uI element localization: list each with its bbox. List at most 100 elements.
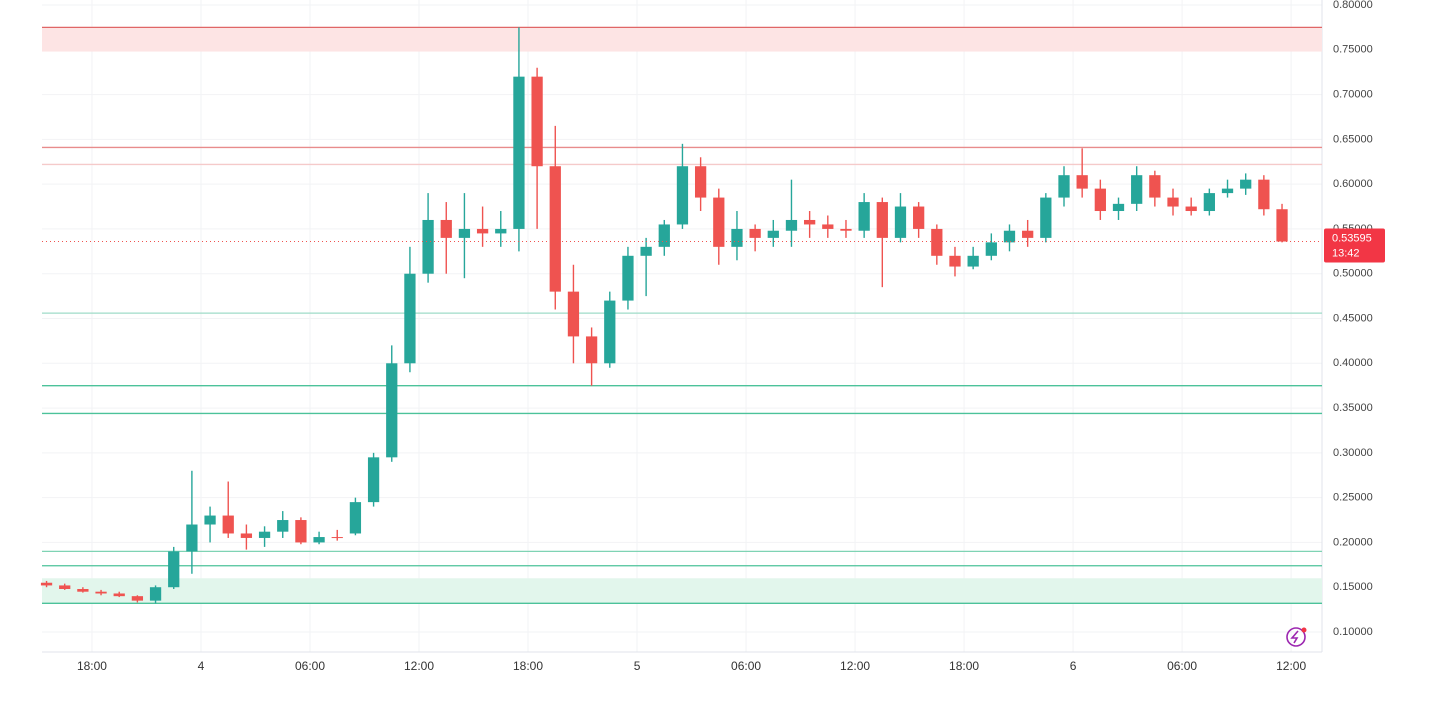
candle-body bbox=[1076, 175, 1088, 189]
candle-body bbox=[277, 520, 289, 532]
candle-body bbox=[258, 531, 271, 538]
candle-body bbox=[858, 202, 870, 231]
candle-body bbox=[95, 591, 107, 594]
candle-body bbox=[1022, 230, 1034, 238]
candle-body bbox=[640, 246, 652, 256]
candle-body bbox=[658, 224, 670, 247]
candle-body bbox=[240, 533, 253, 538]
x-tick-label: 06:00 bbox=[1167, 659, 1197, 673]
candle-body bbox=[131, 596, 144, 601]
candle-body bbox=[1185, 206, 1197, 212]
candle-body bbox=[985, 242, 997, 256]
candle-body bbox=[367, 457, 380, 503]
x-tick-label: 4 bbox=[198, 659, 205, 673]
x-tick-label: 18:00 bbox=[949, 659, 979, 673]
candle-body bbox=[313, 537, 325, 543]
logo-icon bbox=[1286, 627, 1307, 647]
candle-body bbox=[694, 166, 707, 198]
candle-body bbox=[186, 524, 198, 552]
candle-body bbox=[422, 219, 434, 274]
candle-body bbox=[495, 228, 507, 234]
candle-body bbox=[894, 206, 907, 238]
candle-body bbox=[931, 228, 943, 256]
candle-body bbox=[731, 228, 743, 247]
candle-body bbox=[149, 587, 162, 601]
candle-body bbox=[967, 255, 979, 267]
candle-body bbox=[549, 166, 561, 292]
candle-body bbox=[767, 230, 779, 238]
zone bbox=[42, 27, 1322, 52]
candle-body bbox=[204, 515, 216, 525]
candle-body bbox=[168, 551, 180, 588]
y-tick-label: 0.70000 bbox=[1333, 88, 1373, 100]
y-tick-label: 0.10000 bbox=[1333, 626, 1373, 638]
candle-body bbox=[113, 593, 125, 597]
candle-body bbox=[585, 336, 598, 364]
candle-body bbox=[840, 228, 852, 231]
last-price-box bbox=[1324, 228, 1385, 263]
candle-body bbox=[222, 515, 234, 534]
candle-body bbox=[1276, 209, 1288, 242]
x-tick-label: 18:00 bbox=[513, 659, 543, 673]
candle-body bbox=[785, 219, 798, 231]
candle-body bbox=[567, 291, 580, 337]
candle-body bbox=[1112, 203, 1125, 212]
y-tick-label: 0.25000 bbox=[1333, 492, 1373, 504]
x-tick-label: 06:00 bbox=[731, 659, 761, 673]
countdown-label: 13:42 bbox=[1332, 247, 1360, 259]
x-tick-label: 6 bbox=[1070, 659, 1077, 673]
candle-body bbox=[77, 589, 89, 592]
candle-body bbox=[476, 228, 489, 234]
x-tick-label: 5 bbox=[634, 659, 641, 673]
candle-body bbox=[331, 537, 343, 539]
x-tick-label: 12:00 bbox=[1276, 659, 1306, 673]
candle-body bbox=[1258, 179, 1270, 210]
candle-body bbox=[1240, 179, 1252, 189]
y-tick-label: 0.40000 bbox=[1333, 357, 1373, 369]
x-tick-label: 06:00 bbox=[295, 659, 325, 673]
candle-body bbox=[1149, 175, 1161, 198]
y-tick-label: 0.35000 bbox=[1333, 402, 1373, 414]
y-tick-label: 0.15000 bbox=[1333, 581, 1373, 593]
candle-body bbox=[1040, 197, 1052, 238]
candle-body bbox=[1203, 193, 1215, 212]
x-tick-label: 12:00 bbox=[404, 659, 434, 673]
x-tick-label: 12:00 bbox=[840, 659, 870, 673]
candle-body bbox=[1131, 175, 1143, 204]
candle-body bbox=[876, 202, 888, 238]
candle-body bbox=[349, 502, 362, 534]
candle-body bbox=[1058, 175, 1070, 198]
candle-body bbox=[949, 255, 961, 267]
candle-body bbox=[1003, 230, 1016, 243]
candle-body bbox=[458, 228, 471, 238]
candle-body bbox=[713, 197, 725, 247]
candle-body bbox=[1167, 197, 1179, 207]
candle-body bbox=[604, 300, 616, 364]
y-tick-label: 0.50000 bbox=[1333, 268, 1373, 280]
y-tick-label: 0.45000 bbox=[1333, 312, 1373, 324]
candle-body bbox=[822, 224, 834, 229]
candle-body bbox=[386, 363, 398, 458]
x-tick-label: 18:00 bbox=[77, 659, 107, 673]
y-tick-label: 0.80000 bbox=[1333, 0, 1373, 11]
candle-body bbox=[749, 228, 761, 238]
y-tick-label: 0.75000 bbox=[1333, 44, 1373, 56]
y-tick-label: 0.60000 bbox=[1333, 178, 1373, 190]
candle-body bbox=[676, 166, 689, 225]
y-tick-label: 0.65000 bbox=[1333, 133, 1373, 145]
candle-body bbox=[804, 219, 816, 225]
candle-body bbox=[1094, 188, 1106, 212]
candle-body bbox=[440, 219, 452, 238]
y-tick-label: 0.30000 bbox=[1333, 447, 1373, 459]
candle-body bbox=[59, 585, 71, 590]
candle-body bbox=[622, 255, 634, 301]
candle-body bbox=[513, 76, 525, 229]
candle-body bbox=[40, 582, 53, 586]
candle-body bbox=[404, 273, 416, 364]
zone bbox=[42, 578, 1322, 604]
candle-body bbox=[295, 520, 307, 543]
candle-body bbox=[913, 206, 925, 229]
y-tick-label: 0.20000 bbox=[1333, 536, 1373, 548]
